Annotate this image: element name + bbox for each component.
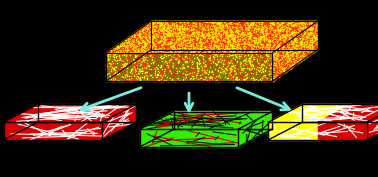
Polygon shape [140,112,272,129]
Polygon shape [238,112,272,147]
Polygon shape [4,122,102,140]
Polygon shape [272,21,318,81]
Polygon shape [367,104,378,140]
Polygon shape [268,104,352,122]
Polygon shape [140,129,238,147]
Polygon shape [318,104,378,122]
Polygon shape [318,122,367,140]
Polygon shape [268,122,318,140]
Polygon shape [4,104,136,122]
Polygon shape [102,104,136,140]
Polygon shape [106,53,272,81]
Polygon shape [106,21,318,53]
